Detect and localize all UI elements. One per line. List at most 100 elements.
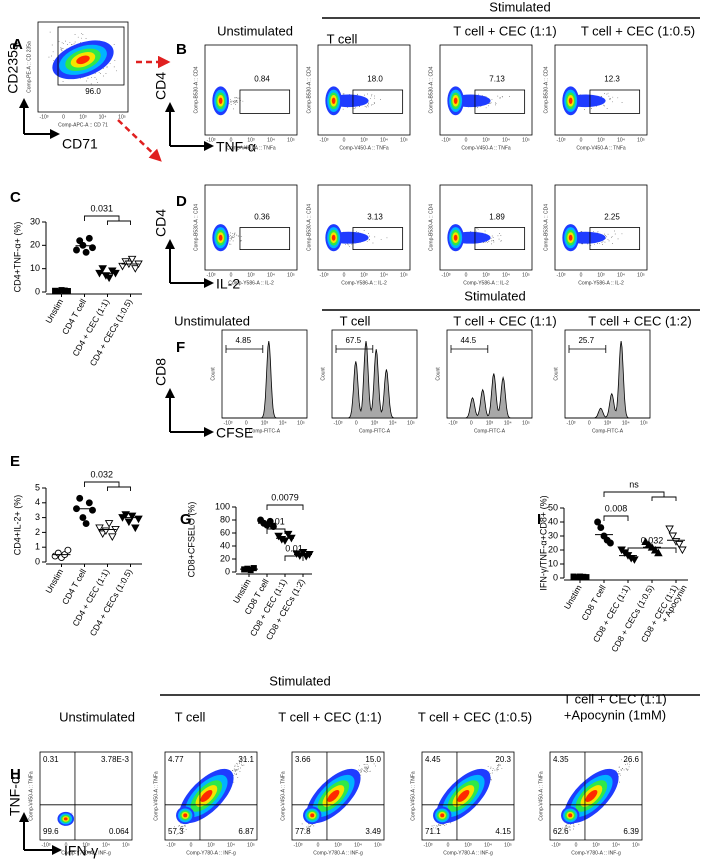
label: CD8+CFSELO (%)	[186, 502, 196, 578]
label: -10³	[442, 137, 451, 143]
density	[331, 234, 336, 241]
label: 10⁴	[354, 842, 362, 848]
label: 0.064	[109, 827, 130, 836]
bracket	[266, 504, 304, 510]
label: -10³	[442, 272, 451, 278]
label: 3	[35, 512, 40, 522]
label: CD4	[153, 209, 169, 237]
label: C	[10, 189, 21, 206]
label: 4.15	[495, 827, 511, 836]
events	[228, 232, 242, 245]
label: I	[537, 511, 541, 528]
label: 0	[580, 272, 583, 278]
label: 10³	[604, 420, 612, 426]
label: Count	[320, 367, 326, 381]
label: 10⁴	[502, 137, 510, 143]
data-point	[89, 506, 96, 514]
label: 0	[190, 842, 193, 848]
label: 30	[548, 530, 558, 540]
label: 10⁵	[287, 272, 295, 278]
label: Stimulated	[489, 0, 550, 14]
label: 10⁴	[389, 420, 397, 426]
label: CD4+IL-2+ (%)	[12, 495, 22, 556]
label: Unstim	[43, 567, 65, 595]
label: 62.6	[553, 827, 569, 836]
plot-frame	[439, 44, 533, 136]
label: CD4+TNF-α+ (%)	[12, 222, 22, 293]
label: 10⁵	[122, 842, 130, 848]
gate	[450, 345, 489, 353]
histogram	[222, 341, 307, 419]
label: 12.3	[604, 74, 620, 83]
label: +Apocynin (1mM)	[564, 707, 666, 722]
label: T cell + CEC (1:1)	[563, 691, 666, 706]
label: 10⁵	[374, 842, 382, 848]
label: -10³	[224, 420, 233, 426]
label: 10³	[597, 272, 605, 278]
label: 0	[65, 842, 68, 848]
label: T cell	[340, 313, 371, 328]
label: Comp-V450-A :: TNFa	[461, 145, 511, 151]
gate	[474, 89, 526, 114]
label: 4.77	[168, 755, 184, 764]
data-point	[82, 248, 90, 256]
label: 10⁴	[622, 420, 630, 426]
label: 4.35	[553, 755, 569, 764]
label: T cell	[327, 31, 358, 46]
label: -10³	[334, 420, 343, 426]
label: 10⁴	[612, 842, 620, 848]
label: E	[10, 453, 20, 470]
label: CD8	[153, 358, 169, 386]
label: Comp-V450-A :: TNFa	[280, 771, 286, 821]
density	[457, 790, 470, 802]
label: Comp-B530-A :: CD4	[428, 204, 434, 251]
data-point	[127, 512, 137, 521]
label: -10³	[320, 137, 329, 143]
label: Comp-V450-A :: TNFa	[410, 771, 416, 821]
label: Stimulated	[269, 673, 330, 688]
label: Comp-V450-A :: TNFa	[538, 771, 544, 821]
label: 44.5	[460, 336, 476, 345]
label: 7.13	[489, 74, 505, 83]
density	[200, 790, 213, 802]
data-point	[95, 524, 104, 533]
label: 10⁵	[504, 842, 512, 848]
label: Unstim	[43, 297, 65, 325]
label: Comp-Y586-A :: IL-2	[463, 280, 509, 286]
label: -10³	[40, 114, 49, 120]
label: 0	[245, 420, 248, 426]
label: B	[176, 41, 187, 58]
label: 2	[35, 527, 40, 537]
density	[331, 97, 336, 104]
label: 0.031	[90, 203, 113, 213]
label: 3.13	[367, 212, 383, 221]
data-point	[665, 525, 674, 534]
label: 10⁵	[297, 420, 305, 426]
plot-frame	[317, 44, 411, 136]
label: Comp-V450-A :: TNFa	[153, 771, 159, 821]
label: 100	[215, 501, 230, 511]
density	[585, 790, 598, 802]
label: 0	[465, 272, 468, 278]
label: CD4	[153, 72, 169, 100]
label: 20	[30, 240, 40, 250]
label: Comp-B530-A :: CD4	[543, 66, 549, 113]
label: TNF-α	[7, 776, 23, 816]
label: 10⁵	[632, 842, 640, 848]
histogram	[565, 341, 650, 419]
histogram	[332, 341, 417, 419]
label: 30	[30, 216, 40, 226]
label: Comp-B530-A :: CD4	[543, 204, 549, 251]
density	[218, 97, 223, 104]
density	[183, 813, 188, 818]
label: 10⁵	[400, 272, 408, 278]
label: Comp-Y780-A :: INF-g	[61, 850, 111, 856]
label: Comp-V450-A :: TNFa	[28, 771, 34, 821]
density	[453, 234, 458, 241]
label: 0.032	[641, 535, 664, 545]
data-point	[298, 549, 308, 557]
bracket	[627, 547, 677, 553]
label: A	[12, 36, 23, 53]
label: 10³	[334, 842, 342, 848]
density	[310, 813, 315, 818]
